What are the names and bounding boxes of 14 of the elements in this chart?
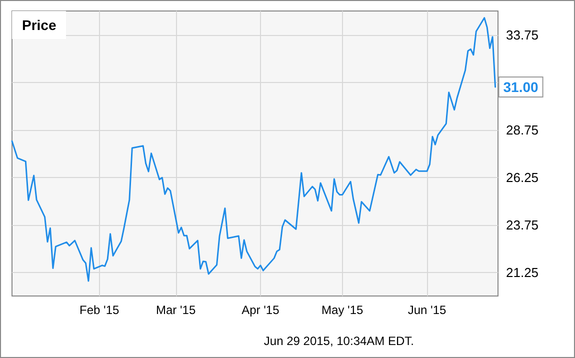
x-tick-label: Mar '15 xyxy=(156,303,196,317)
x-tick-label: Apr '15 xyxy=(242,303,280,317)
annotation: 31.00 xyxy=(503,79,539,95)
x-tick-label: May '15 xyxy=(322,303,364,317)
y-tick-label: 33.75 xyxy=(506,27,539,42)
y-tick-label: 21.25 xyxy=(506,264,539,280)
chart-title: Price xyxy=(12,11,66,39)
text: Jun 29 2015, 10:34AM EDT. xyxy=(264,334,414,348)
y-tick-label: 23.75 xyxy=(506,217,539,232)
x-tick-label: Jun '15 xyxy=(408,303,446,317)
y-tick-label: 26.25 xyxy=(506,170,539,185)
y-tick-label: 28.75 xyxy=(506,122,539,138)
line-series xyxy=(11,17,496,282)
x-tick-label: Feb '15 xyxy=(80,303,120,317)
